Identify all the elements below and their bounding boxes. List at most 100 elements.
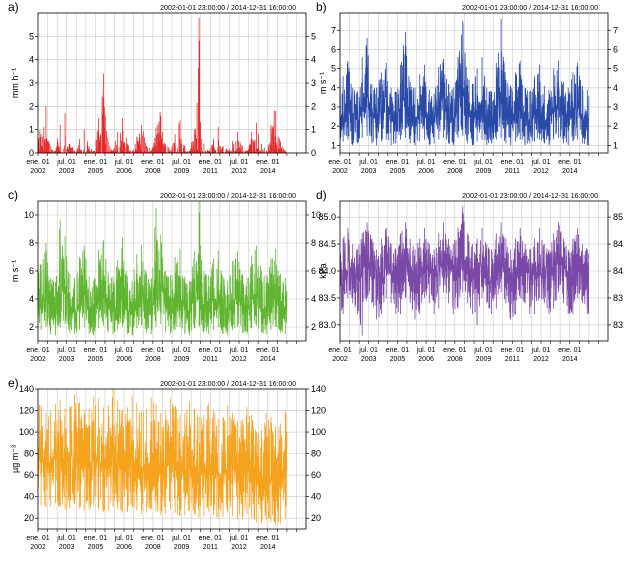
y-tick-label: 83.0 [613, 320, 624, 330]
y-tick-label: 2 [29, 101, 34, 111]
y-tick-label: 60 [311, 470, 321, 480]
y-tick-label: 85.0 [318, 212, 336, 222]
y-tick-label: 4 [613, 83, 618, 93]
x-tick-label: ene. 01 [558, 347, 581, 354]
x-tick-label: 2008 [447, 168, 463, 175]
y-tick-label: 4 [311, 294, 316, 304]
y-tick-label: 4 [311, 55, 316, 65]
x-tick-label: ene. 01 [199, 535, 222, 542]
chart-panel: c) 2002-01-01 23:00:00 / 2014-12-31 16:00… [8, 188, 321, 363]
x-tick-label: ene. 01 [328, 347, 351, 354]
y-tick-label: 84.5 [318, 239, 336, 249]
y-tick-label: 80 [311, 449, 321, 459]
series-line [339, 18, 590, 146]
x-tick-label: 2002 [30, 168, 46, 175]
date-range-label: 2002-01-01 23:00:00 / 2014-12-31 16:00:0… [160, 193, 296, 200]
x-tick-label: 2011 [203, 168, 218, 175]
x-tick-label: 2012 [533, 168, 549, 175]
x-tick-label: jul. 01 [229, 347, 249, 354]
date-range-label: 2002-01-01 23:00:00 / 2014-12-31 16:00:0… [160, 5, 296, 12]
y-axis-label: µg m⁻³ [10, 445, 20, 473]
y-tick-label: 1 [331, 140, 336, 150]
y-tick-label: 2 [311, 322, 316, 332]
x-tick-label: ene. 01 [328, 159, 351, 166]
series-line [37, 389, 288, 525]
x-tick-label: 2011 [505, 168, 520, 175]
x-tick-label: 2008 [145, 356, 161, 363]
x-tick-label: 2012 [231, 168, 247, 175]
x-tick-label: jul. 01 [531, 347, 551, 354]
x-tick-label: 2014 [260, 356, 276, 363]
x-tick-label: ene. 01 [256, 535, 279, 542]
x-tick-label: ene. 01 [199, 347, 222, 354]
x-tick-label: 2005 [390, 356, 406, 363]
x-tick-label: ene. 01 [386, 159, 409, 166]
y-tick-label: 20 [311, 513, 321, 523]
y-tick-label: 100 [19, 427, 34, 437]
y-tick-label: 6 [29, 266, 34, 276]
x-tick-label: ene. 01 [501, 159, 524, 166]
x-tick-label: ene. 01 [26, 347, 49, 354]
y-tick-label: 1 [29, 125, 34, 135]
x-tick-label: 2003 [59, 356, 75, 363]
x-tick-label: jul. 01 [114, 159, 134, 166]
y-tick-label: 60 [24, 470, 34, 480]
x-tick-label: ene. 01 [141, 159, 164, 166]
panel-letter: b) [316, 0, 327, 14]
panel-letter: d) [316, 188, 327, 202]
y-tick-label: 7 [613, 25, 618, 35]
y-tick-label: 140 [311, 384, 326, 394]
x-tick-label: jul. 01 [171, 535, 191, 542]
x-tick-label: jul. 01 [114, 347, 134, 354]
x-tick-label: ene. 01 [443, 347, 466, 354]
y-tick-label: 0 [29, 148, 34, 158]
y-axis-label: m s⁻¹ [10, 260, 20, 282]
x-tick-label: 2009 [174, 356, 190, 363]
y-tick-label: 7 [331, 25, 336, 35]
y-tick-label: 6 [311, 266, 316, 276]
y-tick-label: 80 [24, 449, 34, 459]
y-tick-label: 85.0 [613, 212, 624, 222]
x-tick-label: ene. 01 [199, 159, 222, 166]
x-tick-label: ene. 01 [256, 347, 279, 354]
y-tick-label: 10 [24, 210, 34, 220]
x-tick-label: 2005 [88, 168, 104, 175]
x-tick-label: 2011 [203, 544, 218, 551]
x-tick-label: jul. 01 [56, 347, 76, 354]
y-tick-label: 5 [29, 31, 34, 41]
x-tick-label: jul. 01 [229, 159, 249, 166]
date-range-label: 2002-01-01 23:00:00 / 2014-12-31 16:00:0… [462, 193, 598, 200]
y-tick-label: 3 [29, 78, 34, 88]
x-tick-label: 2002 [332, 168, 348, 175]
y-tick-label: 83.5 [318, 293, 336, 303]
x-tick-label: 2009 [476, 168, 492, 175]
x-tick-label: 2012 [533, 356, 549, 363]
y-tick-label: 83.0 [318, 320, 336, 330]
x-tick-label: ene. 01 [84, 347, 107, 354]
x-tick-label: 2012 [231, 544, 247, 551]
x-tick-label: ene. 01 [501, 347, 524, 354]
y-tick-label: 0 [311, 148, 316, 158]
y-tick-label: 6 [331, 44, 336, 54]
x-tick-label: jul. 01 [114, 535, 134, 542]
x-tick-label: 2006 [116, 356, 132, 363]
x-tick-label: jul. 01 [171, 347, 191, 354]
y-tick-label: 5 [311, 31, 316, 41]
x-tick-label: ene. 01 [141, 347, 164, 354]
y-tick-label: 2 [29, 322, 34, 332]
y-tick-label: 2 [331, 121, 336, 131]
x-tick-label: ene. 01 [558, 159, 581, 166]
x-tick-label: 2005 [88, 356, 104, 363]
y-tick-label: 120 [19, 406, 34, 416]
y-tick-label: 8 [29, 238, 34, 248]
series-line [339, 206, 590, 336]
y-tick-label: 5 [331, 64, 336, 74]
x-tick-label: 2002 [30, 544, 46, 551]
chart-panel: a) 2002-01-01 23:00:00 / 2014-12-31 16:00… [8, 0, 316, 175]
x-tick-label: ene. 01 [84, 159, 107, 166]
x-tick-label: 2009 [476, 356, 492, 363]
y-axis-label: m s⁻¹ [318, 72, 328, 94]
y-tick-label: 100 [311, 427, 326, 437]
y-tick-label: 3 [311, 78, 316, 88]
